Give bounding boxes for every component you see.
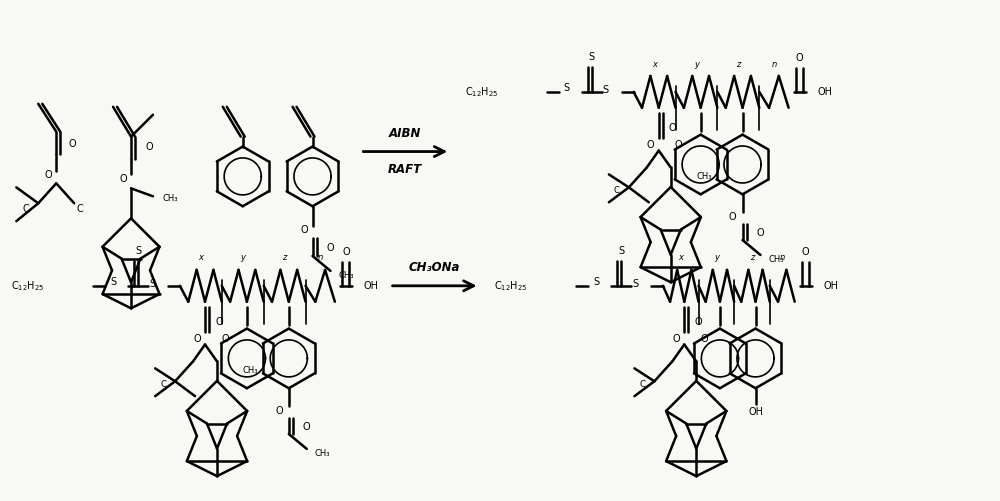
Text: CH₃: CH₃	[315, 449, 330, 458]
Text: S: S	[564, 83, 570, 93]
Text: O: O	[673, 334, 680, 344]
Text: C: C	[77, 204, 84, 214]
Text: CH₃: CH₃	[768, 256, 784, 265]
Text: CH₃ONa: CH₃ONa	[409, 262, 460, 275]
Text: S: S	[593, 277, 599, 287]
Text: O: O	[796, 53, 803, 63]
Text: z: z	[750, 254, 754, 263]
Text: y: y	[714, 254, 719, 263]
Text: S: S	[110, 277, 116, 287]
Text: CH₃: CH₃	[697, 172, 712, 181]
Text: S: S	[589, 52, 595, 62]
Text: CH₃: CH₃	[338, 272, 354, 281]
Text: C$_{12}$H$_{25}$: C$_{12}$H$_{25}$	[494, 279, 528, 293]
Text: CH₃: CH₃	[163, 194, 178, 203]
Text: S: S	[603, 85, 609, 95]
Text: AIBN: AIBN	[389, 127, 421, 140]
Text: O: O	[327, 243, 334, 253]
Text: O: O	[303, 422, 311, 432]
Text: O: O	[700, 334, 708, 344]
Text: O: O	[675, 140, 683, 150]
Text: RAFT: RAFT	[388, 163, 422, 176]
Text: OH: OH	[364, 281, 379, 291]
Text: O: O	[119, 174, 127, 184]
Text: C: C	[614, 186, 620, 195]
Text: O: O	[694, 317, 702, 327]
Text: O: O	[757, 228, 764, 238]
Text: S: S	[149, 279, 155, 289]
Text: OH: OH	[748, 407, 763, 417]
Text: y: y	[694, 60, 699, 69]
Text: n: n	[780, 254, 785, 263]
Text: CH₃: CH₃	[243, 366, 258, 375]
Text: z: z	[282, 254, 287, 263]
Text: OH: OH	[818, 87, 833, 97]
Text: O: O	[221, 334, 229, 344]
Text: O: O	[342, 247, 350, 257]
Text: O: O	[68, 139, 76, 149]
Text: x: x	[678, 254, 683, 263]
Text: O: O	[215, 317, 223, 327]
Text: C: C	[23, 204, 30, 214]
Text: x: x	[652, 60, 657, 69]
Text: O: O	[802, 247, 809, 257]
Text: O: O	[145, 142, 153, 152]
Text: O: O	[275, 406, 283, 416]
Text: S: S	[618, 246, 624, 256]
Text: O: O	[44, 170, 52, 180]
Text: O: O	[301, 225, 308, 235]
Text: S: S	[135, 246, 141, 256]
Text: O: O	[729, 212, 736, 222]
Text: y: y	[240, 254, 245, 263]
Text: C: C	[639, 380, 645, 389]
Text: O: O	[193, 334, 201, 344]
Text: O: O	[647, 140, 655, 150]
Text: x: x	[198, 254, 203, 263]
Text: n: n	[318, 254, 323, 263]
Text: OH: OH	[824, 281, 839, 291]
Text: n: n	[771, 60, 777, 69]
Text: C$_{12}$H$_{25}$: C$_{12}$H$_{25}$	[11, 279, 45, 293]
Text: z: z	[736, 60, 741, 69]
Text: C$_{12}$H$_{25}$: C$_{12}$H$_{25}$	[465, 85, 499, 99]
Text: S: S	[632, 279, 638, 289]
Text: O: O	[669, 123, 677, 133]
Text: C: C	[160, 380, 166, 389]
